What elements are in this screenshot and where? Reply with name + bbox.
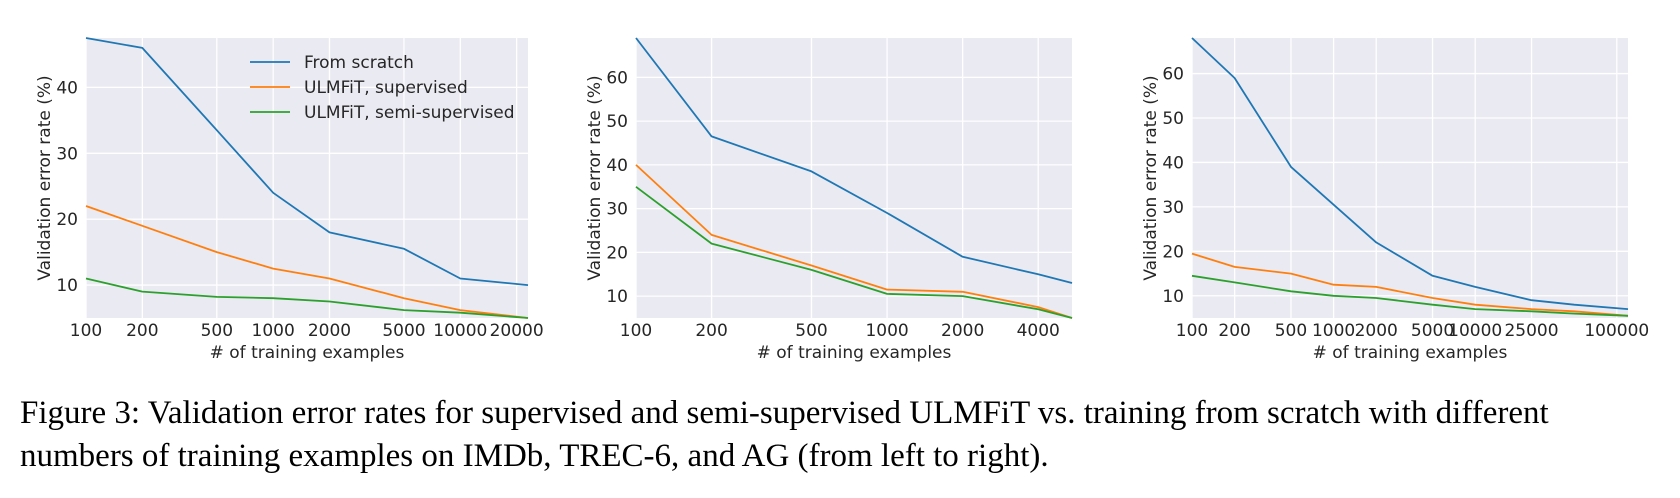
y-tick-label: 10 [56, 276, 78, 296]
y-tick-label: 30 [56, 144, 78, 164]
x-tick-label: 2000 [308, 321, 351, 341]
x-tick-label: 1000 [1312, 321, 1355, 341]
x-tick-label: 200 [1218, 321, 1250, 341]
plot-area [1192, 38, 1628, 318]
x-tick-label: 4000 [1017, 321, 1060, 341]
y-axis-label: Validation error rate (%) [35, 75, 55, 280]
series-line-2 [1191, 274, 1629, 317]
y-tick-label: 40 [606, 156, 628, 176]
series-line-1 [635, 164, 1073, 319]
y-tick-label: 10 [1162, 287, 1184, 307]
x-tick-label: 500 [201, 321, 233, 341]
x-tick-label: 100 [620, 321, 652, 341]
y-tick-label: 30 [1162, 198, 1184, 218]
x-tick-label: 1000 [865, 321, 908, 341]
y-tick-label: 20 [56, 210, 78, 230]
legend: From scratch ULMFiT, supervised ULMFiT, se… [250, 53, 515, 123]
legend-entry-0: From scratch [304, 53, 414, 73]
x-axis-label: # of training examples [1313, 343, 1508, 363]
y-tick-label: 40 [56, 78, 78, 98]
y-tick-label: 20 [1162, 242, 1184, 262]
y-tick-label: 20 [606, 243, 628, 263]
series-line-1 [85, 205, 529, 319]
x-tick-label: 5000 [382, 321, 425, 341]
legend-entry-1: ULMFiT, supervised [304, 78, 468, 98]
figure-3-charts: 100 200 500 1000 2000 5000 10000 2000010203040#… [35, 37, 1649, 363]
series-line-0 [85, 37, 529, 286]
x-tick-label: 500 [795, 321, 827, 341]
series-line-0 [635, 37, 1073, 284]
y-axis-label: Validation error rate (%) [1141, 75, 1161, 280]
plot-area [636, 38, 1072, 318]
x-tick-label: 2000 [1355, 321, 1398, 341]
plot-area [86, 38, 528, 318]
x-tick-label: 10000 [433, 321, 487, 341]
x-tick-label: 1000 [252, 321, 295, 341]
y-tick-label: 60 [1162, 65, 1184, 85]
series-line-1 [1191, 252, 1629, 317]
legend-entry-2: ULMFiT, semi-supervised [304, 103, 515, 123]
x-axis-label: # of training examples [757, 343, 952, 363]
x-tick-label: 100 [70, 321, 102, 341]
x-tick-label: 10000 [1448, 321, 1502, 341]
x-tick-label: 100000 [1584, 321, 1649, 341]
x-tick-label: 2000 [941, 321, 984, 341]
y-tick-label: 10 [606, 287, 628, 307]
x-tick-label: 25000 [1504, 321, 1558, 341]
series-line-2 [85, 277, 529, 319]
y-tick-label: 60 [606, 68, 628, 88]
y-tick-label: 50 [1162, 109, 1184, 129]
x-tick-label: 200 [695, 321, 727, 341]
y-tick-label: 50 [606, 112, 628, 132]
y-axis-label: Validation error rate (%) [585, 75, 605, 280]
x-tick-label: 200 [126, 321, 158, 341]
x-axis-label: # of training examples [210, 343, 405, 363]
y-tick-label: 40 [1162, 153, 1184, 173]
y-tick-label: 30 [606, 200, 628, 220]
x-tick-label: 20000 [490, 321, 544, 341]
x-tick-label: 100 [1176, 321, 1208, 341]
figure-caption: Figure 3: Validation error rates for sup… [20, 395, 1549, 474]
chart-imdb: 100 200 500 1000 2000 5000 10000 20000 10 20 30 40 #… [35, 37, 544, 363]
x-tick-label: 5000 [1411, 321, 1454, 341]
series-line-0 [1191, 37, 1629, 310]
x-tick-label: 500 [1275, 321, 1307, 341]
chart-trec6: 100 200 500 1000 2000 4000 10 20 30 40 50 60 # of tr… [585, 37, 1073, 363]
series-line-2 [635, 186, 1073, 319]
